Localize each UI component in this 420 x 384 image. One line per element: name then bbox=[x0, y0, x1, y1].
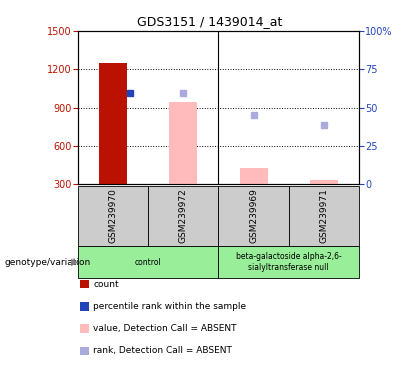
Text: rank, Detection Call = ABSENT: rank, Detection Call = ABSENT bbox=[93, 346, 232, 356]
Text: GDS3151 / 1439014_at: GDS3151 / 1439014_at bbox=[137, 15, 283, 28]
Text: ▶: ▶ bbox=[71, 257, 78, 267]
Bar bbox=[310, 180, 338, 184]
Text: count: count bbox=[93, 280, 119, 289]
Text: percentile rank within the sample: percentile rank within the sample bbox=[93, 302, 247, 311]
Bar bbox=[169, 103, 197, 184]
Bar bbox=[99, 63, 127, 184]
Text: GSM239971: GSM239971 bbox=[320, 189, 328, 243]
Text: GSM239972: GSM239972 bbox=[179, 189, 188, 243]
Text: value, Detection Call = ABSENT: value, Detection Call = ABSENT bbox=[93, 324, 237, 333]
Text: beta-galactoside alpha-2,6-
sialyltransferase null: beta-galactoside alpha-2,6- sialyltransf… bbox=[236, 252, 341, 272]
Bar bbox=[239, 168, 268, 184]
Text: GSM239970: GSM239970 bbox=[108, 189, 117, 243]
Text: genotype/variation: genotype/variation bbox=[4, 258, 90, 266]
Text: GSM239969: GSM239969 bbox=[249, 189, 258, 243]
Text: control: control bbox=[135, 258, 161, 266]
